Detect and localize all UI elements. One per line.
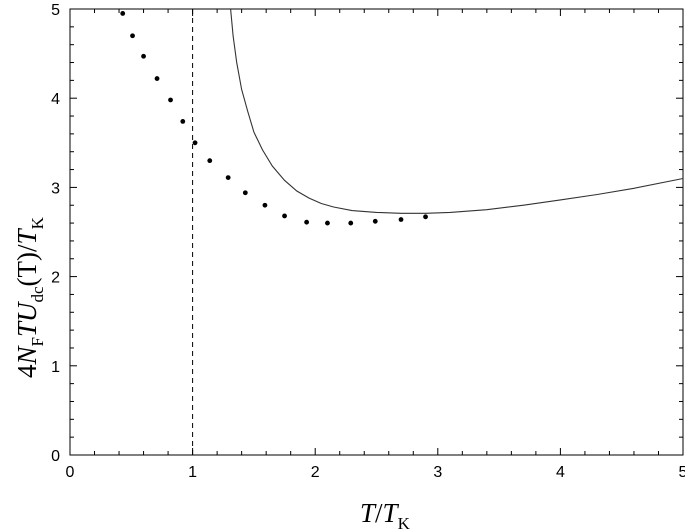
curve-line xyxy=(230,8,684,214)
y-title-n-sub: F xyxy=(28,337,47,346)
y-tick-label: 1 xyxy=(51,359,60,376)
x-title-sep: / xyxy=(375,498,383,528)
data-point xyxy=(348,220,354,226)
y-tick-label: 3 xyxy=(51,180,60,197)
y-title-c1: 4 xyxy=(12,364,42,378)
point-series xyxy=(120,11,428,226)
x-title-den-sub: K xyxy=(398,514,411,529)
y-title-u: U xyxy=(12,301,42,322)
data-point xyxy=(207,158,213,164)
y-title-n: N xyxy=(12,345,42,366)
y-title-den-sub: K xyxy=(28,216,47,229)
x-tick-label: 3 xyxy=(433,464,442,481)
x-tick-label: 0 xyxy=(66,464,75,481)
data-point xyxy=(372,218,378,224)
y-title-sep: / xyxy=(12,244,42,252)
data-point xyxy=(192,140,198,146)
x-title-den: T xyxy=(383,498,400,528)
x-title-num: T xyxy=(360,498,377,528)
y-axis-title: 4NFTUdc(T)/TK xyxy=(12,216,47,378)
data-point xyxy=(225,175,231,180)
data-point xyxy=(168,97,173,103)
x-tick-label: 5 xyxy=(679,464,685,481)
data-point xyxy=(262,202,268,208)
y-title-den: T xyxy=(12,227,42,244)
axis-ticks xyxy=(69,8,684,456)
data-point xyxy=(242,190,248,196)
y-title-t: T xyxy=(12,320,42,337)
data-point xyxy=(325,220,330,226)
x-tick-label: 1 xyxy=(188,464,197,481)
data-point xyxy=(423,214,428,220)
data-point xyxy=(154,76,160,81)
y-tick-label: 2 xyxy=(51,270,60,287)
data-series xyxy=(120,8,684,226)
x-tick-label: 2 xyxy=(311,464,320,481)
axis-tick-labels: 0 1 2 3 4 5 0 1 2 3 4 5 xyxy=(51,2,685,481)
data-point xyxy=(130,33,135,39)
data-point xyxy=(141,53,146,59)
y-tick-label: 0 xyxy=(51,448,60,465)
y-title-u-sub: dc xyxy=(28,286,47,303)
data-point xyxy=(304,219,310,225)
plot-border xyxy=(69,8,684,456)
y-tick-label: 4 xyxy=(51,91,60,108)
data-point xyxy=(398,217,404,222)
data-point xyxy=(180,118,186,124)
plot-area xyxy=(69,8,684,456)
x-tick-label: 4 xyxy=(556,464,565,481)
y-tick-label: 5 xyxy=(51,2,60,19)
data-point xyxy=(120,11,126,16)
y-title-paren: (T) xyxy=(12,252,42,286)
data-point xyxy=(282,213,287,219)
x-axis-title: T/TK xyxy=(360,498,411,529)
